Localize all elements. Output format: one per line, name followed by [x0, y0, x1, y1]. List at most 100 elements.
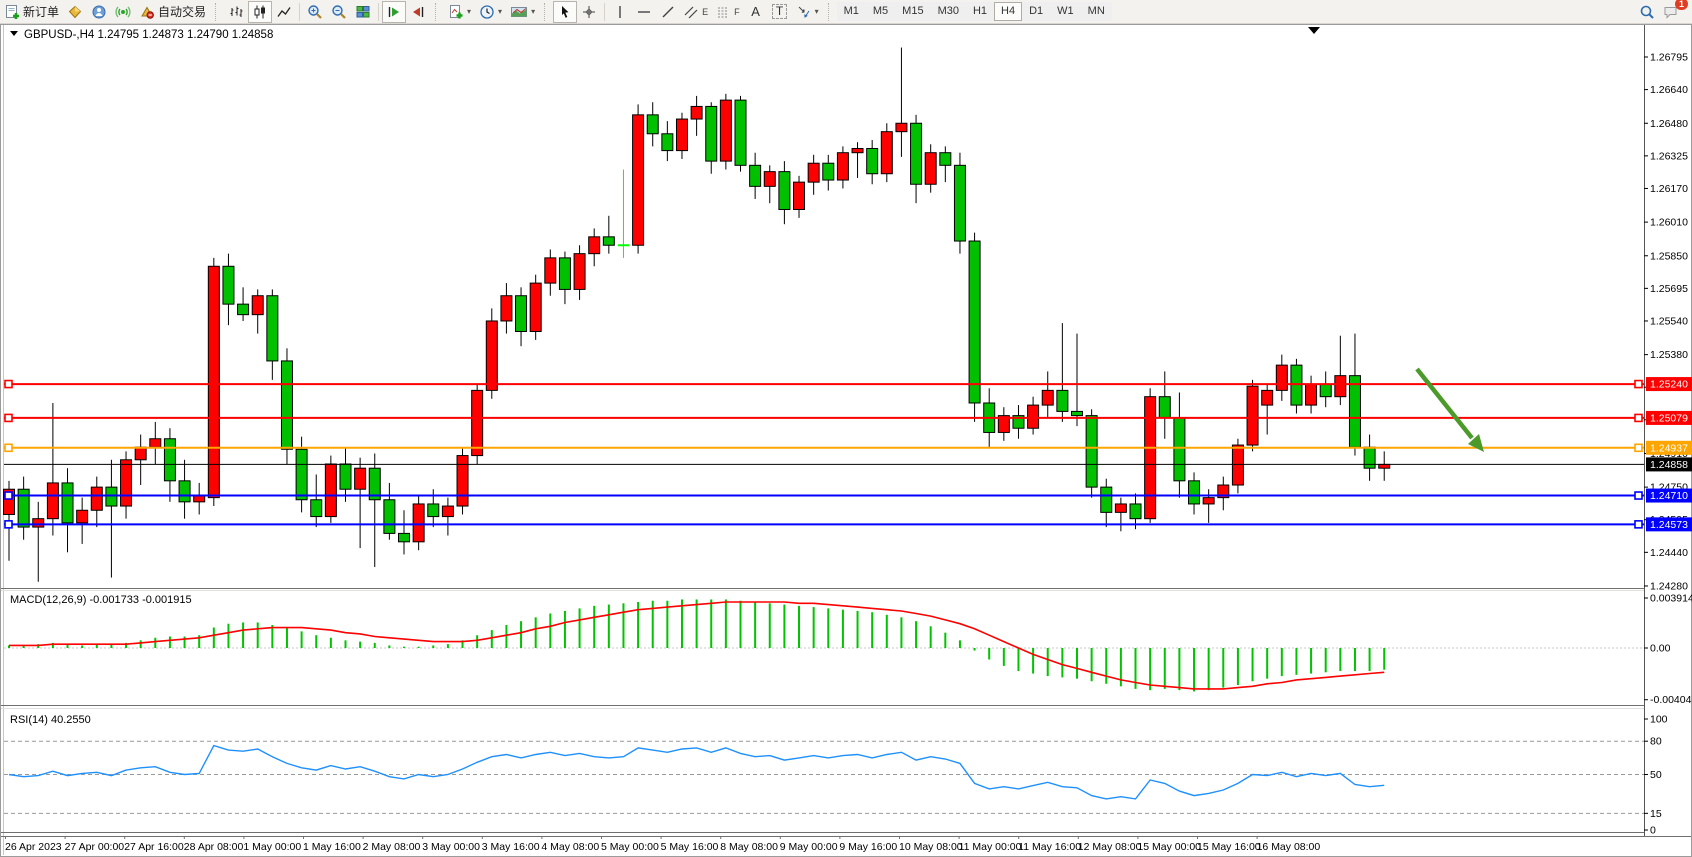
line-handle[interactable]	[4, 443, 13, 453]
candle-body	[354, 467, 367, 490]
timeframe-button-mn[interactable]: MN	[1080, 2, 1112, 21]
fibonacci-button[interactable]: F	[712, 1, 744, 23]
arrows-tool-icon	[798, 6, 810, 18]
candle-body	[178, 480, 191, 503]
line-handle[interactable]	[1634, 491, 1643, 500]
crosshair-button[interactable]	[577, 1, 601, 23]
notifications-button[interactable]: 1	[1659, 0, 1688, 23]
indicators-button[interactable]: ▾	[444, 1, 475, 23]
price-tick-label: 1.24440	[1650, 547, 1688, 559]
time-tick-label: 5 May 00:00	[601, 841, 659, 853]
timeframe-button-m15[interactable]: M15	[895, 2, 931, 21]
candle-body	[471, 389, 484, 457]
symbol-dropdown-icon[interactable]	[10, 31, 18, 36]
arrows-tool-button[interactable]: ▾	[792, 1, 823, 23]
candle-body	[1246, 385, 1259, 446]
candle-body	[719, 99, 732, 162]
new-order-button[interactable]: 新订单	[0, 1, 63, 23]
candle-body	[500, 295, 513, 322]
chart-shift-marker[interactable]	[1308, 27, 1320, 34]
auto-trading-button[interactable]: 自动交易	[135, 1, 210, 23]
zoom-in-button[interactable]	[303, 1, 327, 23]
templates-button[interactable]: ▾	[506, 1, 539, 23]
tile-windows-button[interactable]	[351, 1, 375, 23]
timeframe-button-h4[interactable]: H4	[994, 2, 1023, 21]
time-tick-label: 27 Apr 16:00	[124, 841, 184, 853]
horizontal-line-object-1.25240[interactable]	[4, 379, 1644, 389]
horizontal-line-object-1.24573[interactable]	[4, 520, 1644, 529]
line-handle[interactable]	[1634, 443, 1643, 453]
candlestick-chart-button[interactable]	[248, 0, 273, 23]
timeframe-button-h1[interactable]: H1	[965, 2, 995, 21]
price-tick-label: 1.26010	[1650, 217, 1688, 229]
candle-body	[1217, 484, 1230, 499]
time-tick-label: 4 May 08:00	[541, 841, 599, 853]
timeframe-button-d1[interactable]: D1	[1022, 2, 1051, 21]
candle-body	[456, 455, 469, 507]
timeframe-button-m1[interactable]: M1	[836, 2, 866, 21]
text-button[interactable]: A	[744, 1, 768, 23]
price-badge: 1.24858	[1646, 457, 1692, 472]
chart-shift-icon	[413, 6, 424, 17]
candle-body	[836, 152, 849, 181]
line-handle[interactable]	[4, 379, 13, 389]
auto-scroll-button[interactable]	[382, 0, 407, 23]
time-tick-label: 11 May 16:00	[1018, 841, 1081, 853]
candle-body	[3, 488, 15, 515]
cursor-button[interactable]	[553, 0, 578, 23]
line-handle[interactable]	[4, 413, 13, 423]
horizontal-line-object-1.24937[interactable]	[4, 443, 1644, 453]
annotation-arrow[interactable]	[1415, 367, 1484, 452]
macd-tick-label: 0.00	[1650, 643, 1671, 655]
timeframe-button-w1[interactable]: W1	[1050, 2, 1081, 21]
search-icon	[1640, 5, 1654, 19]
zoom-out-button[interactable]	[327, 1, 351, 23]
line-handle[interactable]	[1634, 413, 1643, 423]
dropdown-caret: ▾	[531, 7, 536, 16]
line-handle[interactable]	[1634, 379, 1643, 389]
candle-body	[105, 486, 118, 507]
text-label-button[interactable]: T	[768, 1, 792, 23]
periods-button[interactable]: ▾	[475, 1, 506, 23]
new-order-label: 新订单	[23, 5, 60, 19]
trendline-icon	[662, 6, 674, 17]
search-button[interactable]	[1635, 1, 1659, 23]
bar-chart-button[interactable]	[224, 1, 248, 23]
horizontal-line-object-1.24710[interactable]	[4, 491, 1644, 500]
dropdown-caret: ▾	[467, 7, 472, 16]
candle-body	[529, 282, 542, 332]
candle-body	[1231, 444, 1244, 486]
macd-tick-label: -0.004049	[1650, 694, 1692, 706]
signals-button[interactable]	[111, 1, 135, 23]
market-watch-button[interactable]	[63, 1, 87, 23]
svg-text:1.24937: 1.24937	[1650, 442, 1688, 454]
navigator-button[interactable]	[87, 1, 111, 23]
candle-body	[251, 295, 264, 316]
chart-shift-button[interactable]	[406, 1, 430, 23]
candle-body	[339, 463, 352, 490]
candle-body	[1085, 415, 1098, 488]
candle-body	[149, 438, 162, 448]
trendline-button[interactable]	[656, 1, 680, 23]
timeframe-button-m30[interactable]: M30	[930, 2, 966, 21]
candle-body	[61, 482, 74, 524]
svg-text:1.25240: 1.25240	[1650, 379, 1688, 391]
tile-windows-icon	[356, 5, 370, 17]
line-handle[interactable]	[4, 491, 13, 500]
toolbar-separator	[604, 2, 606, 21]
timeframe-button-m5[interactable]: M5	[865, 2, 896, 21]
line-handle[interactable]	[1634, 520, 1643, 529]
fibonacci-cap: F	[734, 6, 740, 17]
line-chart-button[interactable]	[272, 1, 296, 23]
chart-window-border	[0, 24, 1692, 857]
toolbar-grip	[544, 2, 549, 21]
indicators-icon	[450, 4, 463, 18]
time-tick-label: 12 May 08:00	[1078, 841, 1142, 853]
time-tick-label: 11 May 00:00	[959, 841, 1022, 853]
horizontal-line-object-1.25079[interactable]	[4, 413, 1644, 423]
equidistant-channel-button[interactable]: E	[680, 1, 712, 23]
vertical-line-button[interactable]	[608, 1, 632, 23]
horizontal-line-button[interactable]	[632, 1, 656, 23]
line-handle[interactable]	[4, 520, 13, 529]
